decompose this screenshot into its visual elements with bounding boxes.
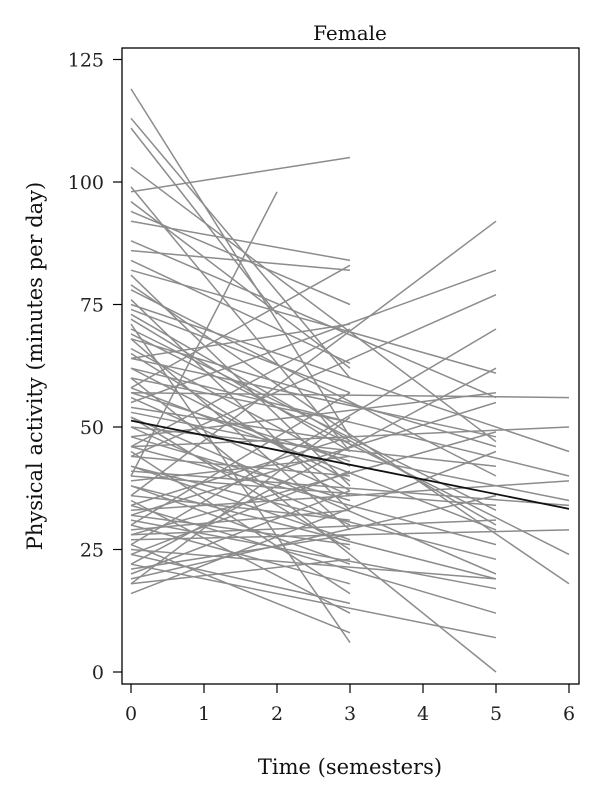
trajectory-line-79 [130,509,351,531]
trajectory-line-6 [130,220,351,262]
y-tick-label-50: 50 [80,417,104,439]
trajectory-line-30 [130,485,351,565]
trajectory-line-12 [130,308,351,394]
trajectory-line-36 [130,543,351,634]
x-axis: 0 1 2 3 4 5 6 [125,684,575,725]
trajectory-line-62 [130,303,570,453]
trajectory-line-66 [130,470,570,507]
trajectory-line-8 [130,259,351,364]
x-tick-label-2: 2 [271,703,283,725]
y-tick-label-0: 0 [92,662,104,684]
trajectory-line-72 [130,269,497,374]
trajectory-line-26 [130,445,497,546]
trajectory-line-41 [130,450,497,595]
trajectory-line-87 [130,455,351,482]
trajectory-line-85 [130,391,351,463]
trajectory-line-60 [130,391,570,399]
trajectory-line-31 [130,494,351,521]
trajectory-line-65 [130,426,570,448]
trajectory-line-63 [130,333,570,556]
y-tick-label-125: 125 [68,50,104,72]
trajectory-line-73 [130,210,351,306]
x-tick-label-4: 4 [417,703,429,725]
trajectory-line-54 [130,269,497,404]
trajectory-line-7 [130,240,497,399]
trajectory-line-53 [130,328,351,448]
trajectory-line-46 [130,220,497,497]
trajectory-line-82 [130,494,497,580]
trajectory-line-83 [130,352,351,492]
trajectory-line-74 [130,338,497,448]
trajectory-line-2 [130,127,278,315]
trajectory-line-77 [130,416,351,551]
trajectory-line-49 [130,328,497,546]
trajectory-line-80 [130,465,497,561]
trajectory-line-45 [130,264,351,389]
trajectory-line-52 [130,401,497,516]
trajectory-line-21 [130,396,351,497]
trajectory-line-55 [130,431,497,536]
y-tick-label-100: 100 [68,172,104,194]
trajectory-line-61 [130,367,570,477]
trajectory-line-76 [130,485,497,580]
trajectory-line-89 [130,499,351,614]
trajectory-line-56 [130,436,351,507]
trajectory-line-51 [130,416,351,585]
x-tick-label-5: 5 [490,703,502,725]
trajectory-line-5 [130,201,351,369]
trajectory-line-10 [130,289,497,477]
mean-trend-layer [130,419,570,510]
x-tick-label-1: 1 [198,703,210,725]
trajectory-line-3 [130,166,497,443]
trajectory-line-64 [130,284,570,585]
x-tick-label-3: 3 [344,703,356,725]
chart-title: Female [313,21,387,45]
x-tick-label-0: 0 [125,703,137,725]
y-axis: 0 25 50 75 100 125 [68,50,122,684]
x-tick-label-6: 6 [563,703,575,725]
trajectory-line-81 [130,534,351,570]
x-axis-title: Time (semesters) [258,755,442,779]
trajectory-line-86 [130,313,497,526]
trajectory-line-17 [130,357,497,438]
trajectory-line-13 [130,318,351,453]
trajectory-line-4 [130,186,351,452]
trajectory-line-29 [130,475,497,507]
trajectory-line-44 [130,249,351,271]
trajectory-line-70 [130,377,497,673]
trajectory-line-1 [130,117,351,379]
y-tick-label-75: 75 [80,295,104,317]
trajectory-line-88 [130,548,497,580]
mean-trend-line [130,419,570,510]
trajectory-line-42 [130,156,351,193]
y-axis-title: Physical activity (minutes per day) [23,182,47,550]
trajectory-line-58 [130,391,497,438]
y-tick-label-25: 25 [80,540,104,562]
plot-frame [121,47,580,685]
trajectory-line-39 [130,489,351,575]
individual-trajectories [130,88,570,673]
